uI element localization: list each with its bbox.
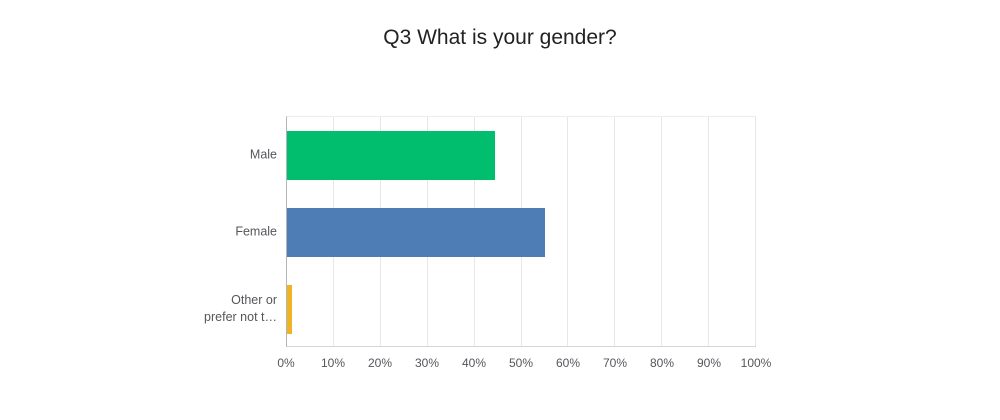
x-tick-label: 10% [320, 356, 346, 370]
gridline [755, 117, 756, 346]
x-tick-label: 80% [649, 356, 675, 370]
gridline [567, 117, 569, 346]
category-axis-labels: Male Female Other or prefer not t… [0, 116, 277, 347]
bar-female [287, 208, 545, 257]
bar-row [287, 117, 756, 194]
x-tick-label: 60% [555, 356, 581, 370]
category-label: Male [249, 147, 277, 161]
bar-male [287, 131, 495, 180]
x-tick-label: 70% [602, 356, 628, 370]
chart-title: Q3 What is your gender? [383, 26, 617, 49]
plot-area [286, 116, 756, 347]
x-tick-label: 20% [367, 356, 393, 370]
bar-other [287, 285, 292, 334]
gridline [614, 117, 616, 346]
x-tick-label: 90% [696, 356, 722, 370]
x-tick-label: 50% [508, 356, 534, 370]
x-axis-tick-labels: 0% 10% 20% 30% 40% 50% 60% 70% 80% 90% 100% [277, 356, 771, 372]
category-label: Female [235, 224, 277, 238]
x-tick-label: 40% [461, 356, 487, 370]
x-tick-label: 0% [277, 356, 295, 370]
gridline [708, 117, 710, 346]
category-label: Other or prefer not t… [204, 292, 277, 324]
bar-row [287, 271, 756, 348]
x-tick-label: 30% [414, 356, 440, 370]
bar-row [287, 194, 756, 271]
gridline [661, 117, 663, 346]
x-tick-label: 100% [740, 356, 772, 370]
